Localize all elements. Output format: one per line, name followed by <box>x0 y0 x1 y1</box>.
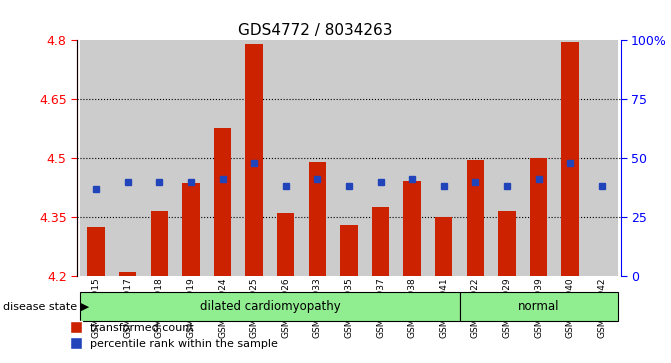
Bar <box>365 40 397 276</box>
Bar <box>87 227 105 276</box>
Bar <box>207 40 238 276</box>
Bar <box>435 217 452 276</box>
Text: normal: normal <box>518 299 559 313</box>
Text: disease state ▶: disease state ▶ <box>3 302 89 312</box>
Bar <box>372 207 389 276</box>
Legend: transformed count, percentile rank within the sample: transformed count, percentile rank withi… <box>66 318 282 354</box>
FancyBboxPatch shape <box>81 292 460 322</box>
Bar <box>403 182 421 276</box>
Bar <box>554 40 586 276</box>
Bar <box>270 40 301 276</box>
Bar <box>183 183 199 276</box>
FancyBboxPatch shape <box>460 292 617 322</box>
Bar <box>499 211 515 276</box>
Bar <box>112 40 144 276</box>
Text: GDS4772 / 8034263: GDS4772 / 8034263 <box>238 23 393 38</box>
Bar <box>460 40 491 276</box>
Bar <box>277 213 295 276</box>
Bar <box>491 40 523 276</box>
Bar <box>175 40 207 276</box>
Bar <box>119 272 136 276</box>
Bar <box>301 40 333 276</box>
Bar <box>81 40 112 276</box>
Bar <box>340 225 358 276</box>
Text: dilated cardiomyopathy: dilated cardiomyopathy <box>199 299 340 313</box>
Bar <box>428 40 460 276</box>
Bar <box>333 40 365 276</box>
Bar <box>397 40 428 276</box>
Bar <box>530 158 548 276</box>
Bar <box>246 44 263 276</box>
Bar <box>523 40 554 276</box>
Bar <box>466 160 484 276</box>
Bar <box>150 211 168 276</box>
Bar <box>562 42 579 276</box>
Bar <box>309 162 326 276</box>
Bar <box>144 40 175 276</box>
Bar <box>586 40 617 276</box>
Bar <box>214 129 231 276</box>
Bar <box>238 40 270 276</box>
